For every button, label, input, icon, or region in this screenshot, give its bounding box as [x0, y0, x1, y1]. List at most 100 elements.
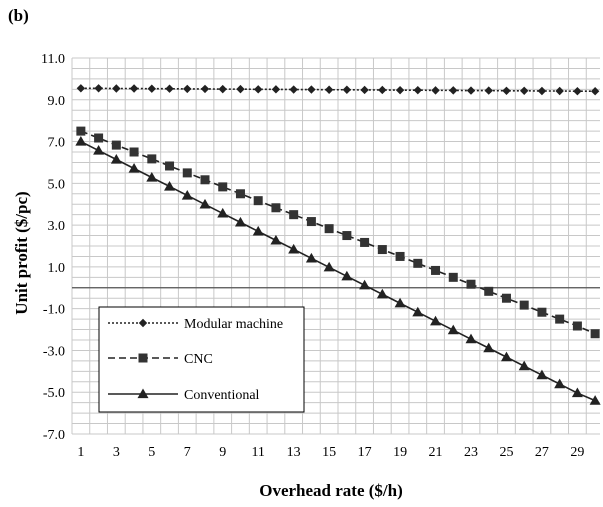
- data-point-cnc: [537, 307, 547, 317]
- data-point-cnc: [395, 251, 405, 261]
- legend-item-conventional: Conventional: [108, 388, 260, 403]
- x-tick-label: 25: [499, 445, 513, 460]
- legend-item-cnc: CNC: [108, 352, 213, 367]
- data-point-conventional: [146, 171, 158, 182]
- data-point-modular-machine: [254, 85, 263, 94]
- y-tick-label: 3.0: [48, 219, 66, 234]
- y-axis-title: Unit profit ($/pc): [12, 191, 31, 314]
- data-point-cnc: [342, 231, 352, 241]
- x-tick-label: 23: [464, 445, 478, 460]
- data-point-modular-machine: [413, 85, 422, 95]
- x-tick-label: 15: [322, 445, 336, 460]
- data-point-modular-machine: [94, 84, 103, 93]
- data-point-modular-machine: [449, 86, 458, 95]
- data-point-conventional: [500, 351, 512, 362]
- data-point-cnc: [235, 189, 245, 199]
- y-tick-label: 5.0: [48, 177, 66, 192]
- data-point-cnc: [218, 182, 228, 192]
- series-modular-machine: [76, 84, 600, 96]
- data-point-cnc: [555, 314, 565, 324]
- legend: Modular machine CNC Conventional: [98, 306, 305, 413]
- data-point-conventional: [430, 315, 442, 326]
- data-point-cnc: [360, 237, 370, 247]
- data-point-modular-machine: [307, 85, 316, 94]
- x-tick-label: 21: [429, 445, 443, 460]
- data-point-modular-machine: [236, 84, 245, 94]
- data-point-modular-machine: [431, 86, 440, 95]
- data-point-conventional: [128, 163, 140, 173]
- data-point-cnc: [253, 196, 263, 206]
- x-tick-label: 13: [287, 445, 301, 460]
- data-point-conventional: [571, 387, 583, 398]
- data-point-modular-machine: [289, 85, 298, 94]
- data-point-conventional: [323, 261, 335, 272]
- legend-label: Conventional: [184, 388, 260, 403]
- y-tick-label: -3.0: [43, 344, 65, 359]
- data-point-cnc: [182, 168, 192, 178]
- data-point-cnc: [94, 133, 104, 143]
- data-point-modular-machine: [271, 85, 281, 94]
- data-point-modular-machine: [165, 84, 174, 93]
- data-point-modular-machine: [484, 86, 493, 95]
- data-point-conventional: [483, 342, 495, 353]
- data-point-cnc: [377, 245, 387, 255]
- data-point-conventional: [199, 198, 211, 209]
- data-point-modular-machine: [183, 84, 192, 94]
- data-point-conventional: [305, 252, 317, 263]
- x-tick-label: 9: [219, 445, 226, 460]
- x-tick-label: 19: [393, 445, 407, 460]
- data-point-conventional: [75, 136, 87, 146]
- data-point-cnc: [111, 140, 121, 150]
- x-tick-label: 17: [358, 445, 372, 460]
- series-group: [75, 84, 601, 405]
- y-tick-label: -7.0: [43, 428, 65, 443]
- data-point-cnc: [484, 286, 494, 296]
- data-point-modular-machine: [112, 84, 121, 93]
- data-point-conventional: [164, 180, 176, 191]
- x-tick-label: 29: [570, 445, 584, 460]
- legend-label: CNC: [184, 352, 213, 367]
- data-point-conventional: [359, 279, 371, 290]
- data-point-conventional: [536, 369, 548, 380]
- data-point-modular-machine: [555, 86, 564, 96]
- data-point-conventional: [217, 207, 229, 218]
- x-tick-label: 3: [113, 445, 120, 460]
- data-point-cnc: [413, 258, 423, 268]
- data-point-modular-machine: [324, 85, 334, 94]
- data-point-conventional: [341, 270, 353, 281]
- data-point-conventional: [554, 378, 566, 389]
- data-point-conventional: [181, 189, 193, 200]
- data-point-conventional: [394, 297, 406, 308]
- y-tick-label: 11.0: [41, 52, 65, 67]
- data-point-modular-machine: [590, 87, 600, 96]
- data-point-modular-machine: [342, 85, 352, 94]
- x-tick-label: 27: [535, 445, 549, 460]
- data-point-modular-machine: [76, 84, 86, 93]
- data-point-conventional: [234, 216, 246, 227]
- legend-marker: [138, 318, 148, 328]
- data-point-conventional: [110, 154, 122, 164]
- data-point-modular-machine: [378, 85, 387, 95]
- data-point-cnc: [590, 329, 600, 339]
- data-point-modular-machine: [218, 84, 227, 94]
- y-tick-label: 1.0: [48, 261, 66, 276]
- legend-marker: [138, 353, 148, 363]
- data-point-modular-machine: [502, 86, 511, 95]
- y-tick-label: 9.0: [48, 94, 66, 109]
- data-point-cnc: [519, 300, 529, 310]
- data-point-conventional: [589, 395, 601, 405]
- legend-label: Modular machine: [184, 317, 283, 332]
- x-axis-title: Overhead rate ($/h): [259, 481, 403, 500]
- data-point-modular-machine: [466, 86, 476, 95]
- data-point-modular-machine: [360, 85, 369, 95]
- data-point-cnc: [271, 203, 281, 213]
- legend-marker: [137, 388, 149, 399]
- data-point-modular-machine: [129, 84, 139, 93]
- data-point-conventional: [288, 243, 300, 254]
- data-point-cnc: [76, 126, 86, 136]
- data-point-modular-machine: [200, 84, 210, 94]
- x-axis-ticks: 1 3 5 7 9 11 13 15 17 19 21 23 25 27 29: [77, 445, 584, 460]
- data-point-cnc: [448, 272, 458, 282]
- y-axis-ticks: 11.0 9.0 7.0 5.0 3.0 1.0 -1.0 -3.0 -5.0 -7.0: [41, 52, 65, 443]
